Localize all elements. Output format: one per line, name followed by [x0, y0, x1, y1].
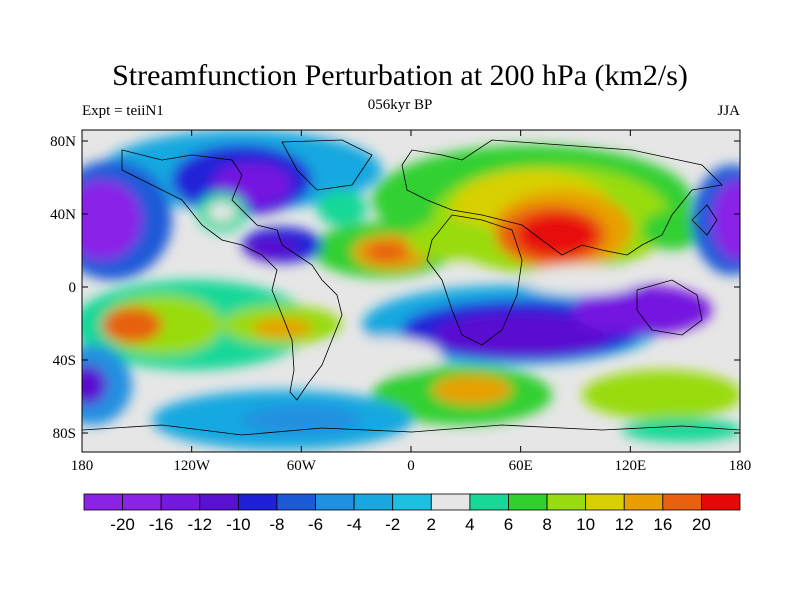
lon-tick-label: 120E [614, 458, 646, 474]
coastlines [82, 139, 740, 436]
lon-tick-label: 180 [71, 458, 94, 474]
season-label: JJA [717, 103, 740, 119]
colorbar-swatch [392, 493, 432, 511]
colorbar-label: -2 [385, 515, 400, 534]
lon-tick-label: 60E [509, 458, 533, 474]
colorbar-swatch [662, 493, 702, 511]
colorbar: -20 -16 -12 -10 -8 -6 -4 -2 2 4 6 8 10 12 16 20 [83, 493, 741, 534]
contour-fill [82, 130, 740, 450]
experiment-label: Expt = teiiN1 [82, 103, 164, 119]
colorbar-swatch [701, 493, 741, 511]
lat-tick-label: 40S [53, 353, 76, 369]
streamfunction-map [82, 130, 740, 452]
lat-tick-group: 80N 40N 0 40S 80S [50, 134, 740, 442]
lon-tick-group: 180 120W 60W 0 60E 120E 180 [71, 130, 752, 474]
colorbar-label: -16 [149, 515, 174, 534]
colorbar-swatch [237, 493, 278, 511]
colorbar-swatch [83, 493, 123, 511]
lat-tick-label: 80S [53, 426, 76, 442]
colorbar-swatch [199, 493, 239, 511]
colorbar-label: -4 [347, 515, 362, 534]
lat-tick-label: 0 [69, 280, 77, 296]
colorbar-swatch [546, 493, 587, 511]
colorbar-label: 16 [653, 515, 672, 534]
colorbar-swatch [430, 493, 471, 511]
lat-tick-label: 80N [50, 134, 76, 150]
lon-tick-label: 0 [407, 458, 415, 474]
lat-tick-label: 40N [50, 207, 76, 223]
period-label: 056kyr BP [367, 97, 433, 113]
colorbar-label: 12 [615, 515, 634, 534]
lon-tick-label: 120W [173, 458, 211, 474]
colorbar-swatch [122, 493, 162, 511]
colorbar-label: -20 [110, 515, 135, 534]
colorbar-label: -6 [308, 515, 323, 534]
colorbar-swatch [469, 493, 509, 511]
lon-tick-label: 60W [287, 458, 317, 474]
colorbar-label: 20 [692, 515, 711, 534]
colorbar-swatch [508, 493, 548, 511]
colorbar-swatch [353, 493, 394, 511]
colorbar-label: -12 [187, 515, 212, 534]
colorbar-swatch [315, 493, 355, 511]
map-title: Streamfunction Perturbation at 200 hPa (… [112, 59, 688, 92]
colorbar-swatch [585, 493, 625, 511]
colorbar-label: 10 [576, 515, 595, 534]
colorbar-swatch [623, 493, 664, 511]
colorbar-swatch [276, 493, 316, 511]
colorbar-label: 2 [427, 515, 436, 534]
colorbar-label: 6 [504, 515, 513, 534]
colorbar-label: -10 [226, 515, 251, 534]
lon-tick-label: 180 [729, 458, 752, 474]
colorbar-label: 8 [542, 515, 551, 534]
colorbar-label: 4 [465, 515, 474, 534]
colorbar-label: -8 [269, 515, 284, 534]
colorbar-swatch [160, 493, 201, 511]
